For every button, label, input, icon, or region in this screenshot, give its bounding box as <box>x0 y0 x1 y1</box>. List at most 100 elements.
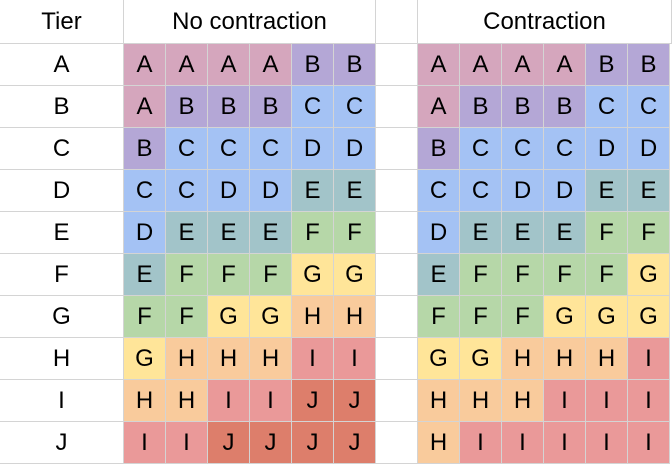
spacer-cell[interactable] <box>376 422 418 464</box>
contraction-cell[interactable]: H <box>418 422 460 464</box>
contraction-cell[interactable]: C <box>460 170 502 212</box>
no-contraction-cell[interactable]: A <box>166 44 208 86</box>
contraction-cell[interactable]: F <box>460 296 502 338</box>
no-contraction-cell[interactable]: E <box>208 212 250 254</box>
no-contraction-cell[interactable]: D <box>334 128 376 170</box>
tier-label[interactable]: G <box>0 296 124 338</box>
no-contraction-cell[interactable]: G <box>208 296 250 338</box>
no-contraction-cell[interactable]: B <box>208 86 250 128</box>
contraction-cell[interactable]: H <box>418 380 460 422</box>
contraction-cell[interactable]: G <box>460 338 502 380</box>
no-contraction-cell[interactable]: J <box>250 422 292 464</box>
no-contraction-cell[interactable]: D <box>124 212 166 254</box>
no-contraction-cell[interactable]: D <box>208 170 250 212</box>
no-contraction-cell[interactable]: F <box>334 212 376 254</box>
tier-label[interactable]: C <box>0 128 124 170</box>
no-contraction-cell[interactable]: B <box>124 128 166 170</box>
no-contraction-cell[interactable]: J <box>292 380 334 422</box>
no-contraction-cell[interactable]: H <box>334 296 376 338</box>
contraction-cell[interactable]: E <box>586 170 628 212</box>
contraction-header[interactable]: Contraction <box>418 0 672 44</box>
contraction-cell[interactable]: B <box>502 86 544 128</box>
contraction-cell[interactable]: A <box>418 44 460 86</box>
contraction-cell[interactable]: F <box>502 296 544 338</box>
no-contraction-cell[interactable]: H <box>250 338 292 380</box>
tier-label[interactable]: D <box>0 170 124 212</box>
contraction-cell[interactable]: I <box>586 380 628 422</box>
no-contraction-cell[interactable]: H <box>166 338 208 380</box>
no-contraction-cell[interactable]: H <box>292 296 334 338</box>
spacer-cell[interactable] <box>376 212 418 254</box>
contraction-cell[interactable]: B <box>418 128 460 170</box>
contraction-cell[interactable]: H <box>460 380 502 422</box>
spacer-header-cell[interactable] <box>376 0 418 44</box>
no-contraction-cell[interactable]: G <box>292 254 334 296</box>
contraction-cell[interactable]: A <box>418 86 460 128</box>
spacer-cell[interactable] <box>376 338 418 380</box>
no-contraction-cell[interactable]: G <box>334 254 376 296</box>
contraction-cell[interactable]: D <box>586 128 628 170</box>
tier-column-header[interactable]: Tier <box>0 0 124 44</box>
contraction-cell[interactable]: G <box>628 254 670 296</box>
no-contraction-cell[interactable]: F <box>124 296 166 338</box>
tier-label[interactable]: A <box>0 44 124 86</box>
no-contraction-cell[interactable]: I <box>250 380 292 422</box>
no-contraction-cell[interactable]: E <box>124 254 166 296</box>
contraction-cell[interactable]: H <box>502 338 544 380</box>
contraction-cell[interactable]: D <box>418 212 460 254</box>
contraction-cell[interactable]: B <box>544 86 586 128</box>
no-contraction-cell[interactable]: C <box>292 86 334 128</box>
contraction-cell[interactable]: C <box>628 86 670 128</box>
contraction-cell[interactable]: A <box>460 44 502 86</box>
contraction-cell[interactable]: I <box>502 422 544 464</box>
no-contraction-cell[interactable]: C <box>250 128 292 170</box>
contraction-cell[interactable]: H <box>502 380 544 422</box>
no-contraction-cell[interactable]: I <box>208 380 250 422</box>
contraction-cell[interactable]: C <box>418 170 460 212</box>
contraction-cell[interactable]: F <box>628 212 670 254</box>
no-contraction-cell[interactable]: G <box>250 296 292 338</box>
contraction-cell[interactable]: G <box>628 296 670 338</box>
contraction-cell[interactable]: A <box>502 44 544 86</box>
no-contraction-cell[interactable]: C <box>166 170 208 212</box>
tier-label[interactable]: B <box>0 86 124 128</box>
no-contraction-cell[interactable]: A <box>124 44 166 86</box>
contraction-cell[interactable]: C <box>460 128 502 170</box>
contraction-cell[interactable]: I <box>586 422 628 464</box>
no-contraction-cell[interactable]: A <box>250 44 292 86</box>
no-contraction-cell[interactable]: I <box>166 422 208 464</box>
spacer-cell[interactable] <box>376 128 418 170</box>
contraction-cell[interactable]: I <box>544 422 586 464</box>
no-contraction-cell[interactable]: A <box>208 44 250 86</box>
no-contraction-header[interactable]: No contraction <box>124 0 376 44</box>
no-contraction-cell[interactable]: E <box>334 170 376 212</box>
no-contraction-cell[interactable]: B <box>166 86 208 128</box>
contraction-cell[interactable]: D <box>502 170 544 212</box>
contraction-cell[interactable]: F <box>460 254 502 296</box>
contraction-cell[interactable]: C <box>502 128 544 170</box>
contraction-cell[interactable]: F <box>586 212 628 254</box>
contraction-cell[interactable]: E <box>418 254 460 296</box>
no-contraction-cell[interactable]: E <box>166 212 208 254</box>
contraction-cell[interactable]: F <box>586 254 628 296</box>
spacer-cell[interactable] <box>376 254 418 296</box>
spacer-cell[interactable] <box>376 296 418 338</box>
no-contraction-cell[interactable]: C <box>334 86 376 128</box>
no-contraction-cell[interactable]: H <box>208 338 250 380</box>
contraction-cell[interactable]: I <box>628 422 670 464</box>
no-contraction-cell[interactable]: D <box>292 128 334 170</box>
spacer-cell[interactable] <box>376 44 418 86</box>
contraction-cell[interactable]: H <box>544 338 586 380</box>
no-contraction-cell[interactable]: B <box>292 44 334 86</box>
contraction-cell[interactable]: D <box>544 170 586 212</box>
no-contraction-cell[interactable]: I <box>124 422 166 464</box>
contraction-cell[interactable]: I <box>628 338 670 380</box>
contraction-cell[interactable]: F <box>418 296 460 338</box>
contraction-cell[interactable]: G <box>586 296 628 338</box>
contraction-cell[interactable]: G <box>418 338 460 380</box>
contraction-cell[interactable]: I <box>460 422 502 464</box>
tier-label[interactable]: H <box>0 338 124 380</box>
no-contraction-cell[interactable]: E <box>292 170 334 212</box>
no-contraction-cell[interactable]: F <box>250 254 292 296</box>
contraction-cell[interactable]: C <box>586 86 628 128</box>
